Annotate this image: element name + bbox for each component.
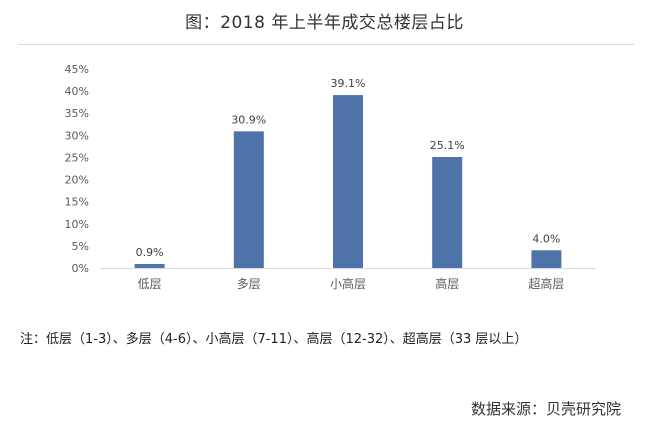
data-source: 数据来源：贝壳研究院	[470, 400, 621, 418]
y-tick-label: 10%	[65, 218, 89, 231]
x-tick-label: 低层	[138, 277, 162, 291]
y-tick-label: 20%	[65, 174, 89, 187]
chart-title: 图：2018 年上半年成交总楼层占比	[185, 13, 464, 33]
data-label: 0.9%	[136, 246, 164, 259]
bar	[134, 264, 165, 268]
y-tick-label: 40%	[65, 85, 89, 98]
y-tick-label: 15%	[65, 196, 89, 209]
y-tick-label: 45%	[65, 63, 89, 76]
y-tick-label: 35%	[65, 107, 89, 120]
bar	[333, 95, 363, 268]
y-tick-label: 5%	[72, 240, 89, 253]
data-label: 30.9%	[231, 113, 266, 126]
footnote: 注：低层（1-3）、多层（4-6）、小高层（7-11）、高层（12-32）、超高…	[20, 332, 528, 347]
x-tick-label: 高层	[435, 276, 459, 291]
bar	[233, 131, 264, 268]
bar-chart: 0% 5% 10% 15% 20% 25% 30% 35% 40% 45% 0.9% 低层 30.9% 多…	[65, 63, 596, 291]
x-tick-label: 小高层	[330, 276, 366, 291]
bar	[432, 157, 463, 268]
y-tick-label: 0%	[72, 262, 89, 275]
data-label: 25.1%	[430, 139, 465, 152]
x-tick-label: 多层	[237, 277, 261, 291]
y-tick-label: 25%	[65, 151, 89, 164]
title-divider	[18, 44, 634, 45]
y-tick-label: 30%	[65, 129, 89, 142]
bar	[531, 250, 562, 268]
data-label: 4.0%	[532, 232, 560, 245]
x-tick-label: 超高层	[528, 276, 564, 291]
data-label: 39.1%	[331, 77, 366, 90]
